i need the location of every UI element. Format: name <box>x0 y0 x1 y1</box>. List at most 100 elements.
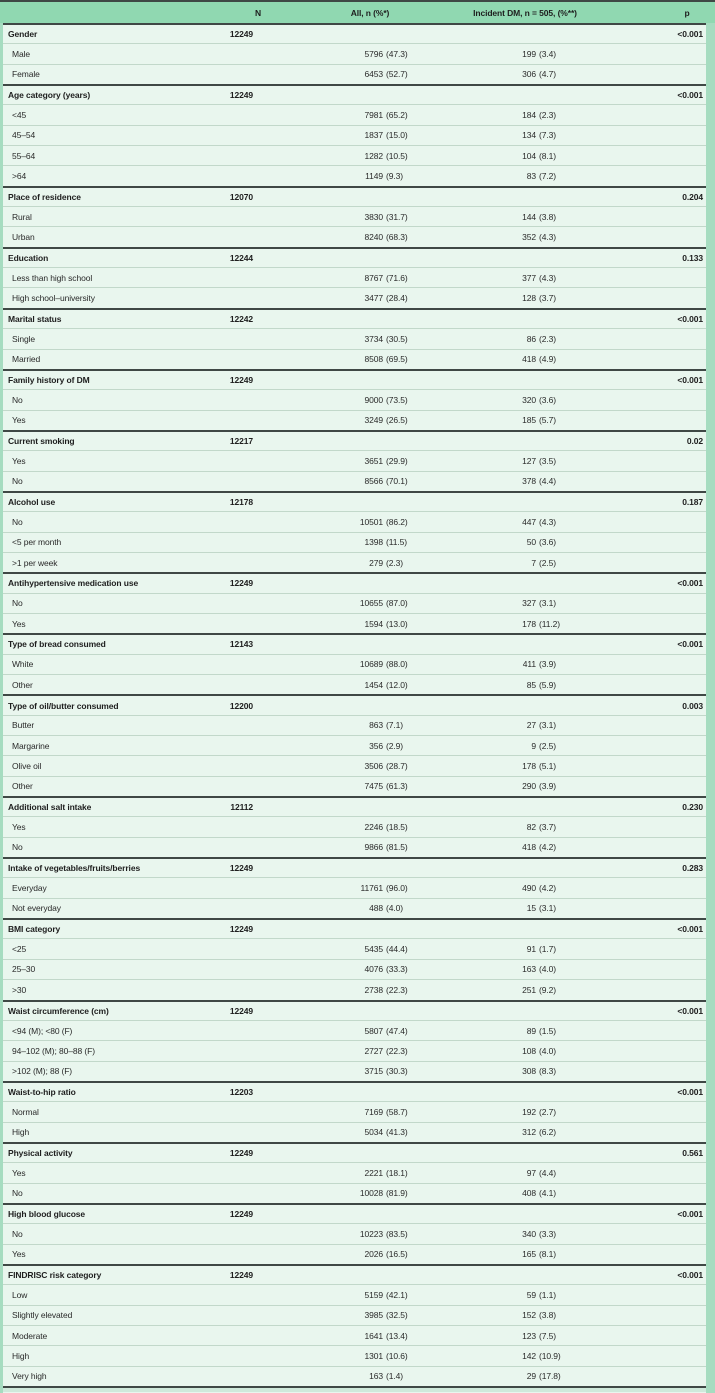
all-count: 8240 <box>364 232 383 243</box>
p-value: <0.001 <box>677 639 703 650</box>
sub-row-label: Female <box>12 69 40 80</box>
dm-count: 83 <box>526 171 536 182</box>
n-value: 12143 <box>229 639 253 650</box>
dm-percent: (3.9) <box>539 781 556 792</box>
category-row: Additional salt intake 12112 0.230 <box>3 796 706 816</box>
dm-percent: (4.1) <box>539 1188 556 1199</box>
dm-percent: (1.5) <box>539 1025 556 1036</box>
dm-count: 134 <box>522 130 536 141</box>
all-percent: (58.7) <box>386 1106 408 1117</box>
all-percent: (71.6) <box>386 272 408 283</box>
all-count: 2738 <box>364 984 383 995</box>
dm-count: 377 <box>522 272 536 283</box>
all-count: 10655 <box>359 598 383 609</box>
sub-row-label: No <box>12 842 23 853</box>
sub-row-label: Male <box>12 49 31 60</box>
sub-row: Female 6453 (52.7) 306 (4.7) <box>3 63 706 84</box>
all-count: 7981 <box>364 110 383 121</box>
all-count: 6453 <box>364 69 383 80</box>
sub-row: 94–102 (M); 80–88 (F) 2727 (22.3) 108 (4.0) <box>3 1040 706 1060</box>
category-label: Education <box>8 252 49 263</box>
all-count: 3734 <box>364 333 383 344</box>
sub-row: Slightly elevated 3985 (32.5) 152 (3.8) <box>3 1304 706 1325</box>
dm-count: 418 <box>522 842 536 853</box>
sub-row: Yes 2026 (16.5) 165 (8.1) <box>3 1243 706 1264</box>
all-count: 3506 <box>364 761 383 772</box>
sub-row-label: No <box>12 394 23 405</box>
dm-count: 340 <box>522 1228 536 1239</box>
dm-count: 91 <box>526 944 536 955</box>
all-percent: (13.4) <box>386 1330 408 1341</box>
dm-count: 50 <box>526 537 536 548</box>
dm-percent: (4.9) <box>539 354 556 365</box>
all-count: 10689 <box>359 659 383 670</box>
category-label: FINDRISC risk category <box>8 1270 102 1281</box>
col-header-all: All, n (%*) <box>350 7 390 18</box>
sub-row: No 10028 (81.9) 408 (4.1) <box>3 1182 706 1203</box>
sub-row: No 10655 (87.0) 327 (3.1) <box>3 592 706 613</box>
all-percent: (61.3) <box>386 781 408 792</box>
all-count: 3985 <box>364 1310 383 1321</box>
category-row: Gender 12249 <0.001 <box>3 23 706 43</box>
dm-count: 490 <box>522 883 536 894</box>
sub-row: White 10689 (88.0) 411 (3.9) <box>3 653 706 674</box>
sub-row: Male 5796 (47.3) 199 (3.4) <box>3 43 706 63</box>
all-percent: (2.3) <box>386 557 403 568</box>
sub-row-label: Less than high school <box>12 272 93 283</box>
sub-row: No 9866 (81.5) 418 (4.2) <box>3 836 706 857</box>
sub-row-label: Urban <box>12 232 35 243</box>
dm-count: 418 <box>522 354 536 365</box>
dm-percent: (5.1) <box>539 761 556 772</box>
sub-row: Olive oil 3506 (28.7) 178 (5.1) <box>3 755 706 775</box>
dm-percent: (4.3) <box>539 232 556 243</box>
dm-percent: (5.9) <box>539 679 556 690</box>
sub-row-label: <5 per month <box>12 537 62 548</box>
dm-count: 192 <box>522 1106 536 1117</box>
dm-count: 178 <box>522 618 536 629</box>
n-value: 12112 <box>230 802 253 813</box>
all-count: 7475 <box>364 781 383 792</box>
sub-row-label: <25 <box>12 944 27 955</box>
sub-row-label: Olive oil <box>12 761 42 772</box>
right-edge-strip <box>706 23 715 1393</box>
n-value: 12244 <box>229 252 253 263</box>
sub-row-label: >64 <box>12 171 27 182</box>
p-value: <0.001 <box>677 313 703 324</box>
sub-row-label: Slightly elevated <box>12 1310 73 1321</box>
dm-percent: (4.4) <box>539 1167 556 1178</box>
dm-count: 306 <box>522 69 536 80</box>
all-percent: (68.3) <box>386 232 408 243</box>
sub-row-label: No <box>12 516 23 527</box>
all-count: 1149 <box>365 171 383 182</box>
p-value: <0.001 <box>677 924 703 935</box>
all-percent: (33.3) <box>386 964 408 975</box>
category-label: Alcohol use <box>8 497 56 508</box>
all-percent: (26.5) <box>386 415 408 426</box>
dm-percent: (11.2) <box>539 618 560 629</box>
category-label: BMI category <box>8 924 61 935</box>
sub-row: No 10501 (86.2) 447 (4.3) <box>3 511 706 531</box>
all-count: 10223 <box>359 1228 383 1239</box>
category-row: Age category (years) 12249 <0.001 <box>3 84 706 104</box>
all-percent: (9.3) <box>386 171 403 182</box>
sub-row: No 10223 (83.5) 340 (3.3) <box>3 1223 706 1243</box>
sub-row-label: 55–64 <box>12 150 36 161</box>
sub-row: Low 5159 (42.1) 59 (1.1) <box>3 1284 706 1304</box>
all-count: 279 <box>369 557 383 568</box>
all-count: 2026 <box>364 1249 383 1260</box>
all-percent: (7.1) <box>386 720 403 731</box>
p-value: 0.230 <box>682 802 703 813</box>
sub-row: Urban 8240 (68.3) 352 (4.3) <box>3 226 706 246</box>
sub-row-label: Not everyday <box>12 903 61 914</box>
category-row: Physical activity 12249 0.561 <box>3 1141 706 1162</box>
dm-count: 9 <box>531 740 536 751</box>
p-value: 0.003 <box>682 700 703 711</box>
all-percent: (18.1) <box>386 1167 408 1178</box>
all-count: 2246 <box>364 822 383 833</box>
all-percent: (22.3) <box>386 984 408 995</box>
sub-row-label: Rural <box>12 211 32 222</box>
p-value: <0.001 <box>677 29 703 40</box>
n-value: 12217 <box>229 436 253 447</box>
sub-row-label: Margarine <box>12 740 50 751</box>
dm-count: 165 <box>522 1249 536 1260</box>
